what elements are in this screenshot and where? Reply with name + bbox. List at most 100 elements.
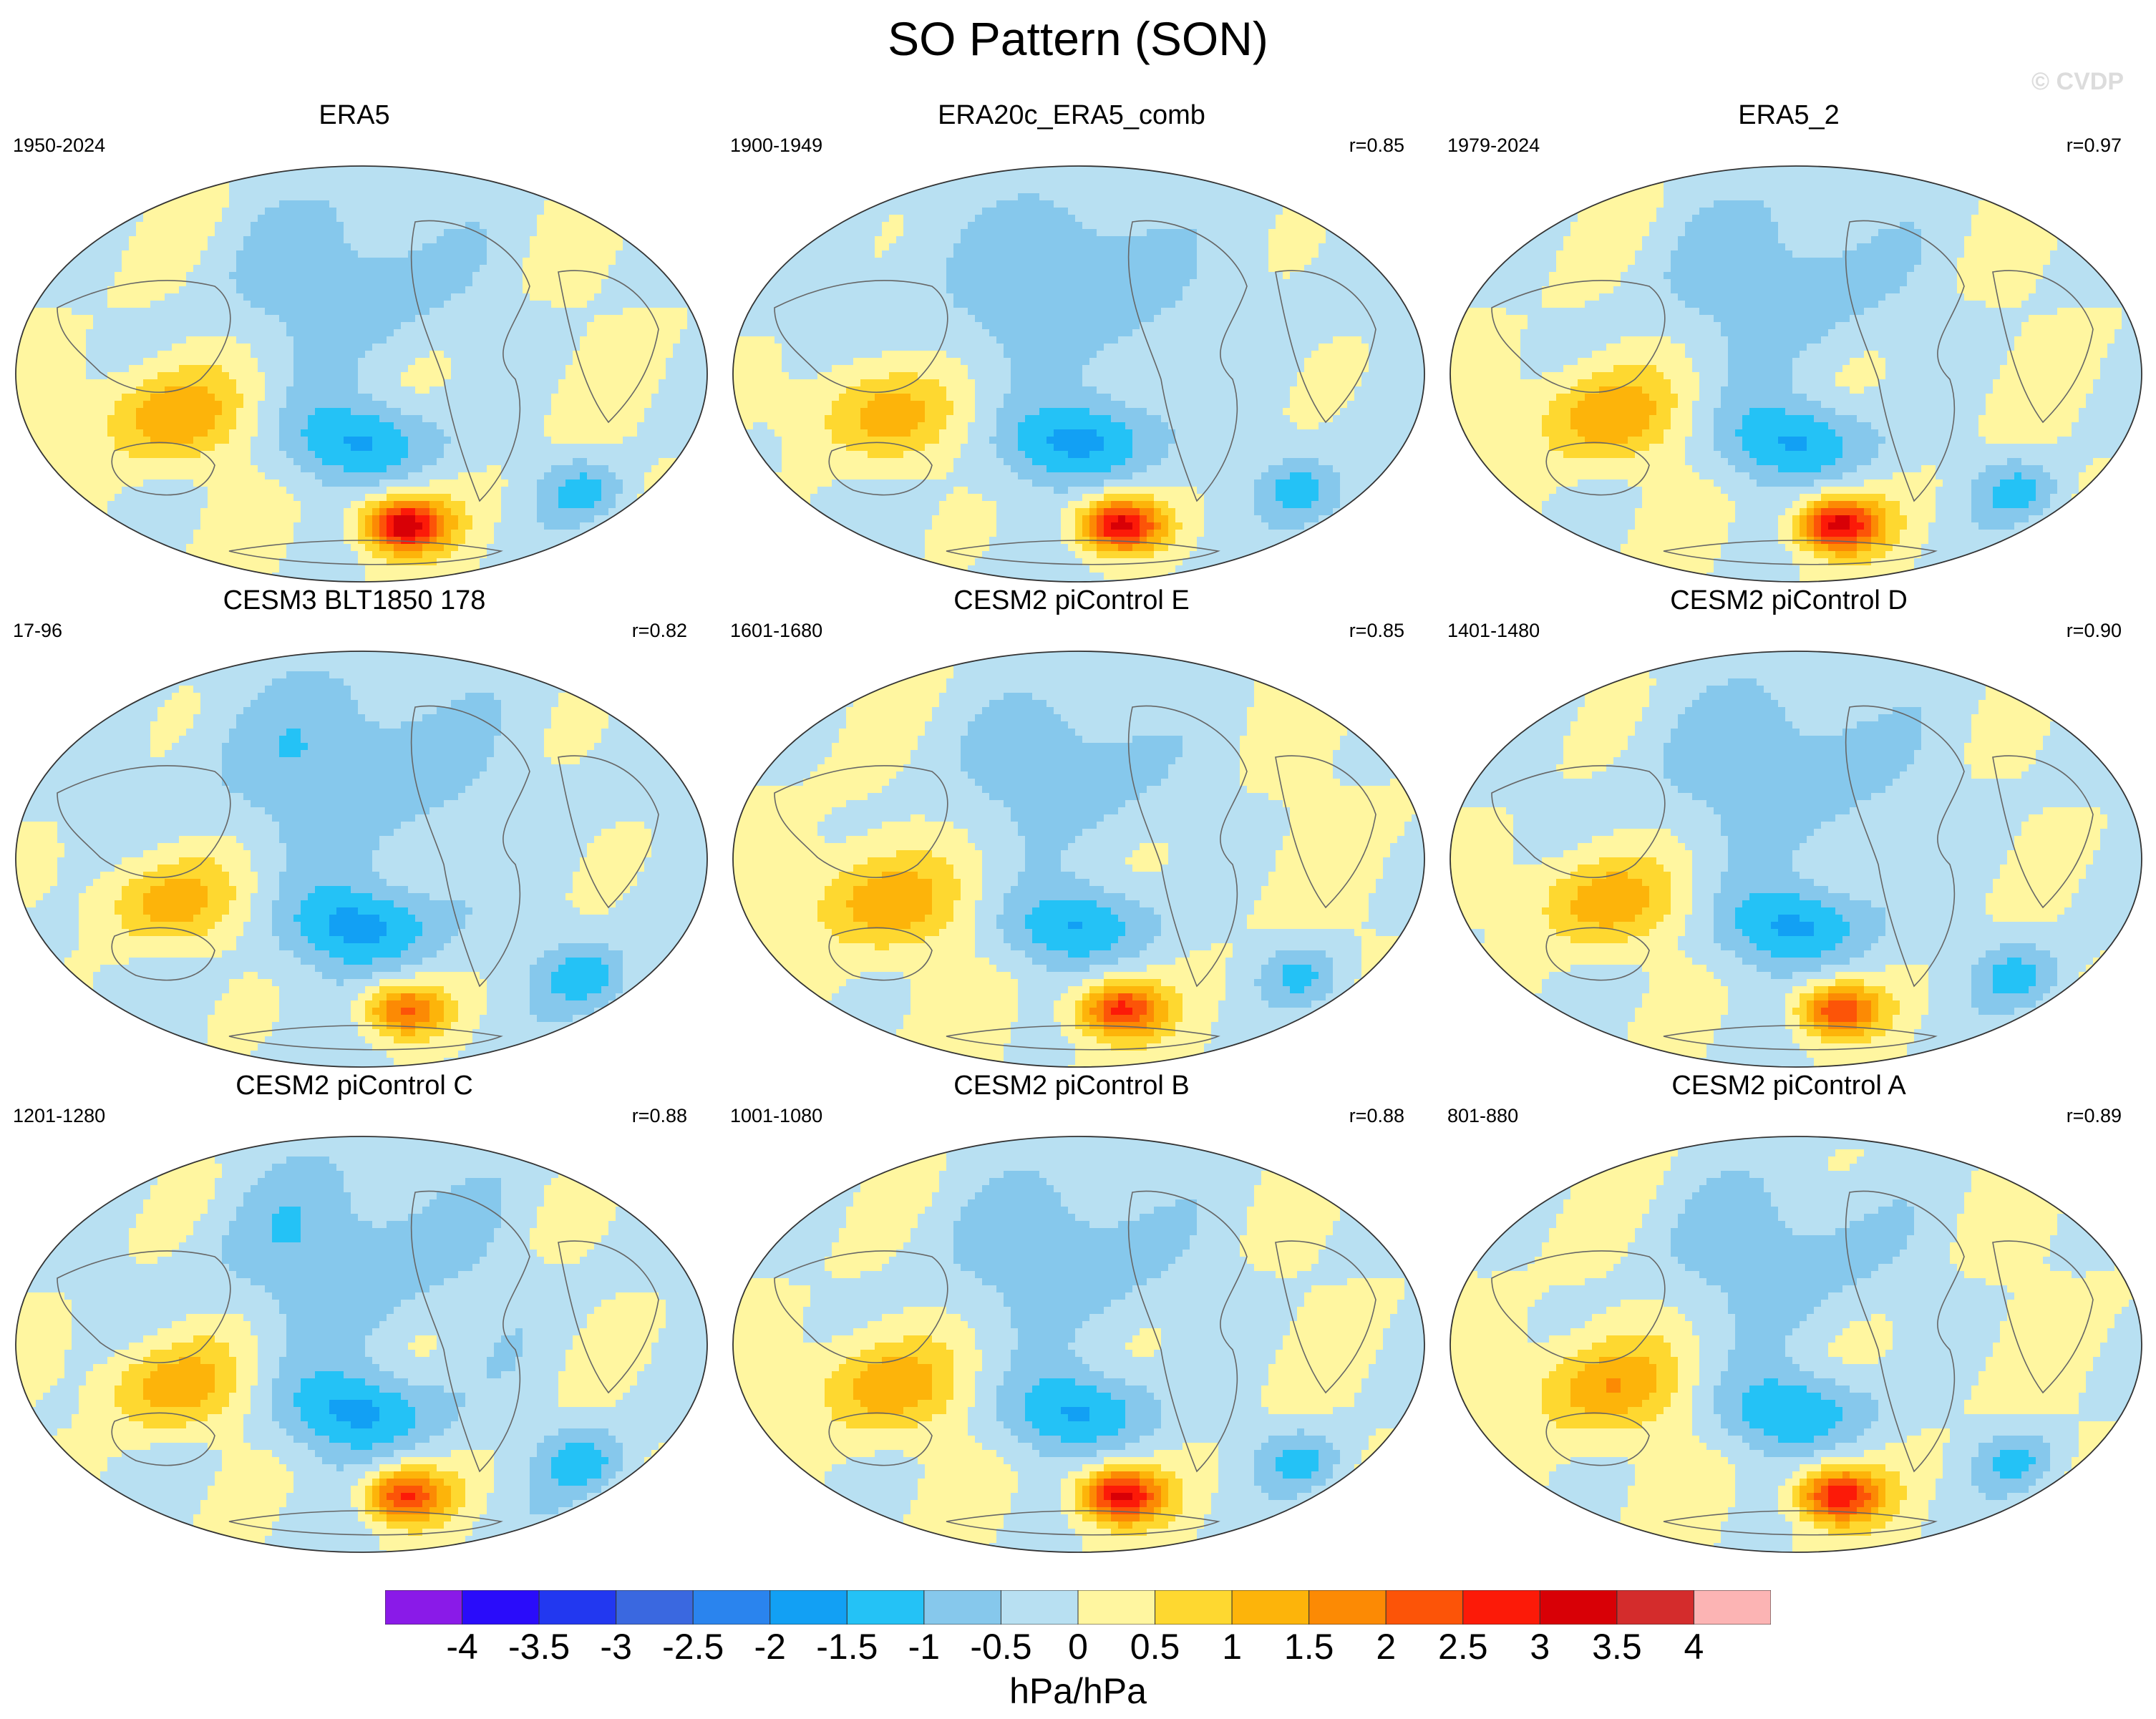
panel-correlation: r=0.85 — [1349, 620, 1404, 642]
panel-period: 1201-1280 — [13, 1105, 105, 1127]
world-map-contour — [15, 1136, 708, 1553]
coastline — [410, 220, 530, 502]
panel-title: CESM2 piControl D — [1434, 585, 2143, 616]
colorbar-box — [923, 1590, 1001, 1625]
coastline — [1845, 1190, 1965, 1473]
colorbar-units: hPa/hPa — [0, 1670, 2156, 1712]
coastline — [828, 927, 933, 981]
colorbar-box — [846, 1590, 925, 1625]
coastline — [1275, 755, 1376, 909]
panel-period: 1950-2024 — [13, 135, 105, 157]
coastline — [410, 1190, 530, 1473]
coastline — [57, 280, 231, 393]
colorbar-tick: 2 — [1376, 1626, 1396, 1667]
colorbar-box — [1155, 1590, 1233, 1625]
coastline — [111, 442, 215, 496]
coastline — [1992, 270, 2094, 424]
panel-period: 17-96 — [13, 620, 62, 642]
coastline — [1545, 1412, 1650, 1466]
colorbar-box — [1616, 1590, 1694, 1625]
colorbar-tick: -1.5 — [816, 1626, 878, 1667]
map-panel: CESM2 piControl C 1201-1280 r=0.88 — [0, 1071, 709, 1557]
coastline — [1845, 220, 1965, 502]
colorbar-box — [1693, 1590, 1771, 1625]
coastline — [828, 1412, 933, 1466]
colorbar-tick: 1 — [1222, 1626, 1242, 1667]
coastline — [228, 1025, 503, 1051]
world-map-contour — [732, 165, 1425, 583]
map-panel: CESM3 BLT1850 178 17-96 r=0.82 — [0, 585, 709, 1072]
coastline — [1275, 1240, 1376, 1394]
coastline — [57, 765, 231, 878]
colorbar-tick: 1.5 — [1284, 1626, 1334, 1667]
coastline — [774, 1250, 948, 1363]
colorbar-box — [692, 1590, 771, 1625]
panel-title: ERA5_2 — [1434, 100, 2143, 131]
cvdp-watermark: © CVDP — [2031, 68, 2124, 96]
panel-title: CESM2 piControl B — [717, 1071, 1426, 1101]
panel-period: 1979-2024 — [1447, 135, 1540, 157]
coastline — [228, 540, 503, 565]
panel-period: 1001-1080 — [730, 1105, 822, 1127]
coastline — [57, 1250, 231, 1363]
coastline — [774, 280, 948, 393]
colorbar-box — [1308, 1590, 1387, 1625]
coastline — [1992, 1240, 2094, 1394]
coastline — [774, 765, 948, 878]
coastline — [1663, 540, 1938, 565]
map-border — [15, 1136, 708, 1553]
map-border — [732, 165, 1425, 583]
coastline — [1845, 705, 1965, 988]
panel-title: ERA5 — [0, 100, 709, 131]
panel-correlation: r=0.89 — [2067, 1105, 2122, 1127]
coastline — [558, 1240, 659, 1394]
map-panel: ERA20c_ERA5_comb 1900-1949 r=0.85 — [717, 100, 1426, 587]
colorbar-tick: -3 — [600, 1626, 631, 1667]
colorbar-tick: 0.5 — [1130, 1626, 1180, 1667]
map-border — [1450, 165, 2142, 583]
coastline — [946, 1025, 1220, 1051]
world-map-contour — [15, 165, 708, 583]
coastline — [111, 927, 215, 981]
coastline — [1127, 220, 1248, 502]
map-border — [1450, 1136, 2142, 1553]
coastline — [558, 270, 659, 424]
colorbar-tick: 3.5 — [1592, 1626, 1642, 1667]
map-panel: CESM2 piControl B 1001-1080 r=0.88 — [717, 1071, 1426, 1557]
panel-title: ERA20c_ERA5_comb — [717, 100, 1426, 131]
colorbar-tick: 4 — [1684, 1626, 1704, 1667]
coastline — [1545, 442, 1650, 496]
coastline — [946, 1510, 1220, 1536]
colorbar-box — [1077, 1590, 1156, 1625]
colorbar-box — [538, 1590, 617, 1625]
colorbar-box — [462, 1590, 540, 1625]
panel-correlation: r=0.97 — [2067, 135, 2122, 157]
panel-title: CESM2 piControl C — [0, 1071, 709, 1101]
map-border — [732, 1136, 1425, 1553]
world-map-contour — [15, 651, 708, 1068]
coastline — [410, 705, 530, 988]
coastline — [946, 540, 1220, 565]
world-map-contour — [732, 651, 1425, 1068]
panel-correlation: r=0.88 — [1349, 1105, 1404, 1127]
colorbar-box — [1539, 1590, 1618, 1625]
colorbar-box — [616, 1590, 694, 1625]
coastline — [228, 1510, 503, 1536]
colorbar-box — [1462, 1590, 1540, 1625]
world-map-contour — [732, 1136, 1425, 1553]
panel-title: CESM2 piControl E — [717, 585, 1426, 616]
coastline — [558, 755, 659, 909]
colorbar-tick: -3.5 — [508, 1626, 570, 1667]
world-map-contour — [1450, 165, 2142, 583]
map-panel: CESM2 piControl E 1601-1680 r=0.85 — [717, 585, 1426, 1072]
map-border — [1450, 651, 2142, 1068]
coastline — [1491, 280, 1666, 393]
map-panel: ERA5 1950-2024 — [0, 100, 709, 587]
coastline — [1663, 1025, 1938, 1051]
coastline — [111, 1412, 215, 1466]
colorbar-tick: 0 — [1068, 1626, 1088, 1667]
panel-title: CESM2 piControl A — [1434, 1071, 2143, 1101]
coastline — [1275, 270, 1376, 424]
map-border — [15, 165, 708, 583]
world-map-contour — [1450, 1136, 2142, 1553]
